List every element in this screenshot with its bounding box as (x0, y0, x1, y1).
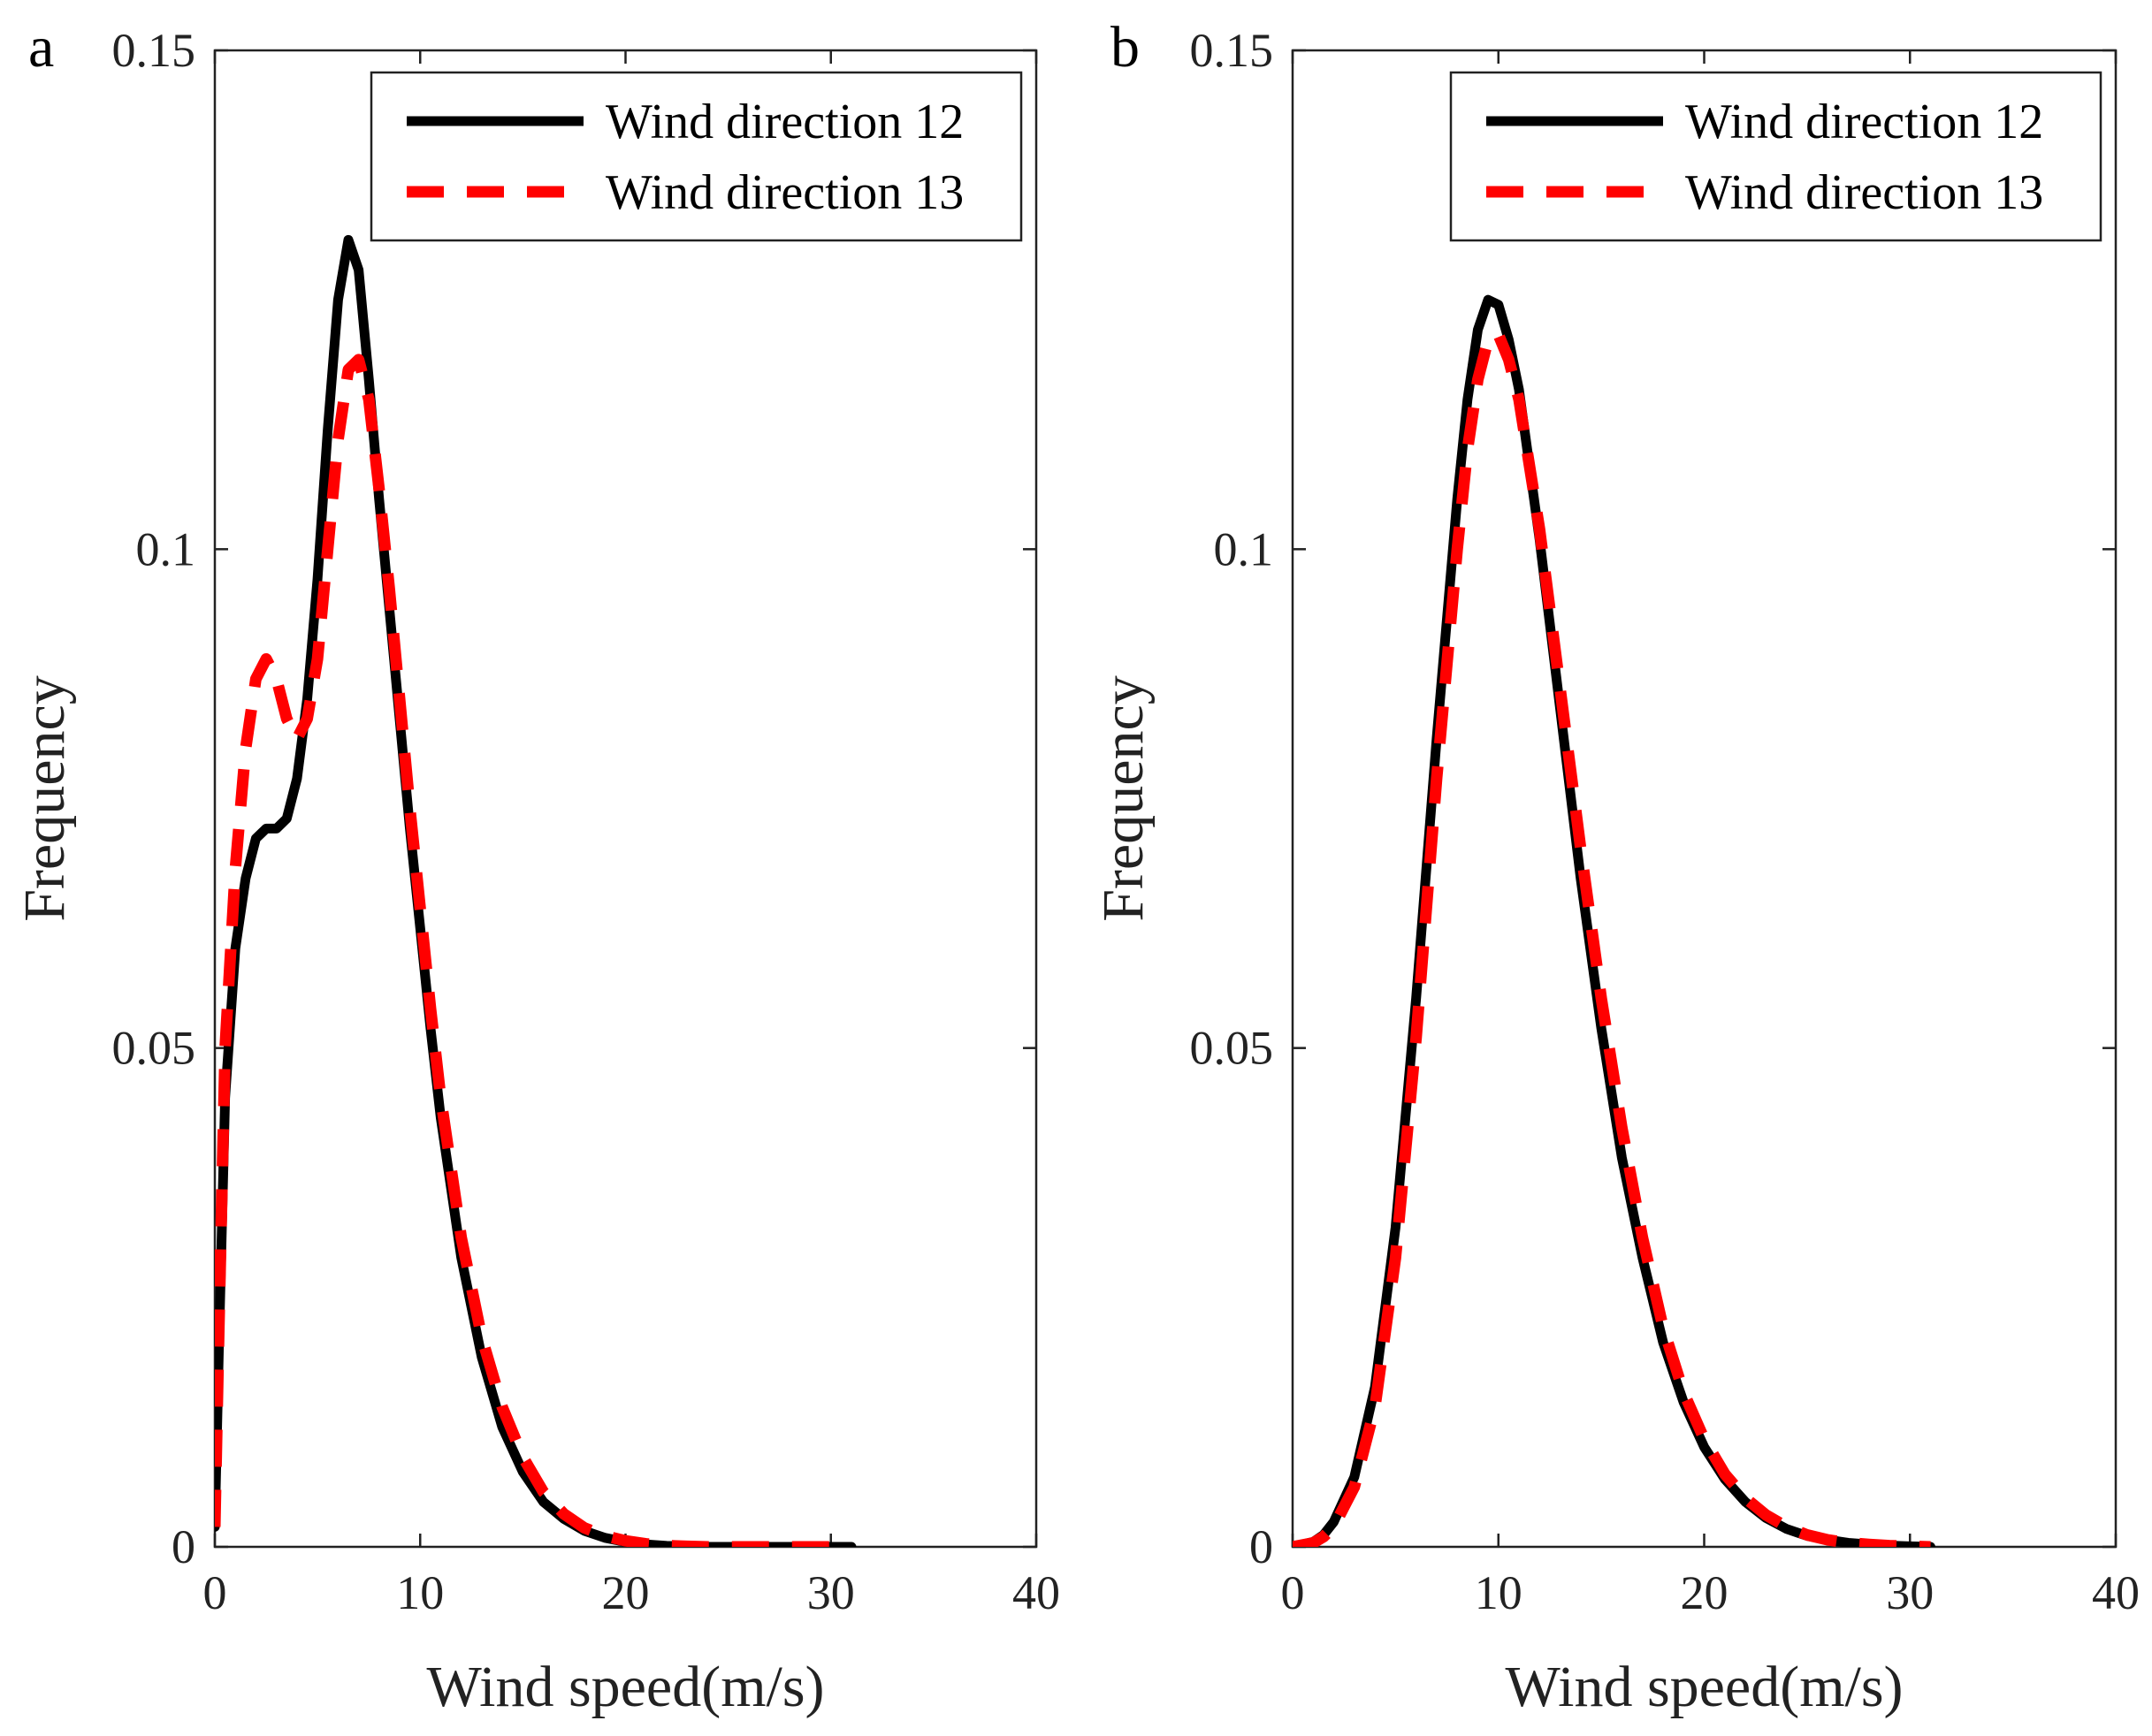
x-tick-label: 30 (1886, 1566, 1934, 1619)
series-line-wind-direction-12 (215, 234, 857, 1547)
legend-label: Wind direction 13 (606, 165, 964, 220)
panel-b: 0 10 20 30 40 0 0.05 0.1 0.15 Wind speed(m/s) Freq… (1091, 15, 2140, 1719)
x-tick-label: 30 (807, 1566, 855, 1619)
y-tick-label: 0 (1249, 1520, 1273, 1573)
y-tick-label: 0.1 (136, 522, 196, 575)
x-tick-label: 0 (203, 1566, 227, 1619)
legend-box (1449, 71, 2102, 242)
y-tick-label: 0.15 (112, 24, 196, 77)
plot-frame (1291, 49, 2118, 1549)
x-axis-label: Wind speed(m/s) (426, 1655, 824, 1719)
x-tick-label: 10 (1475, 1566, 1522, 1619)
x-tick-label: 10 (396, 1566, 444, 1619)
panel-a: 0 10 20 30 40 0 0.05 0.1 0.15 Wind speed(m/s) Freq… (12, 15, 1060, 1719)
y-tick-label: 0.15 (1190, 24, 1274, 77)
x-tick-label: 20 (1681, 1566, 1728, 1619)
x-tick-label: 20 (602, 1566, 650, 1619)
x-tick-label: 40 (2092, 1566, 2140, 1619)
legend-label: Wind direction 12 (1685, 95, 2043, 149)
series-line-wind-direction-13 (1293, 329, 1931, 1547)
series-line-wind-direction-12 (1293, 294, 1935, 1547)
panel-letter: a (28, 15, 54, 80)
y-tick-label: 0.05 (112, 1022, 196, 1075)
legend-box (370, 71, 1023, 242)
y-tick-label: 0.1 (1214, 522, 1274, 575)
legend-label: Wind direction 12 (606, 95, 964, 149)
x-axis-label: Wind speed(m/s) (1505, 1655, 1903, 1719)
x-tick-label: 0 (1281, 1566, 1305, 1619)
series-line-wind-direction-13 (215, 354, 851, 1547)
y-tick-label: 0.05 (1190, 1022, 1274, 1075)
y-axis-label: Frequency (12, 675, 77, 922)
panel-letter: b (1110, 15, 1140, 80)
y-tick-label: 0 (172, 1520, 195, 1573)
legend-label: Wind direction 13 (1685, 165, 2043, 220)
x-tick-label: 40 (1012, 1566, 1060, 1619)
y-axis-label: Frequency (1091, 675, 1156, 922)
